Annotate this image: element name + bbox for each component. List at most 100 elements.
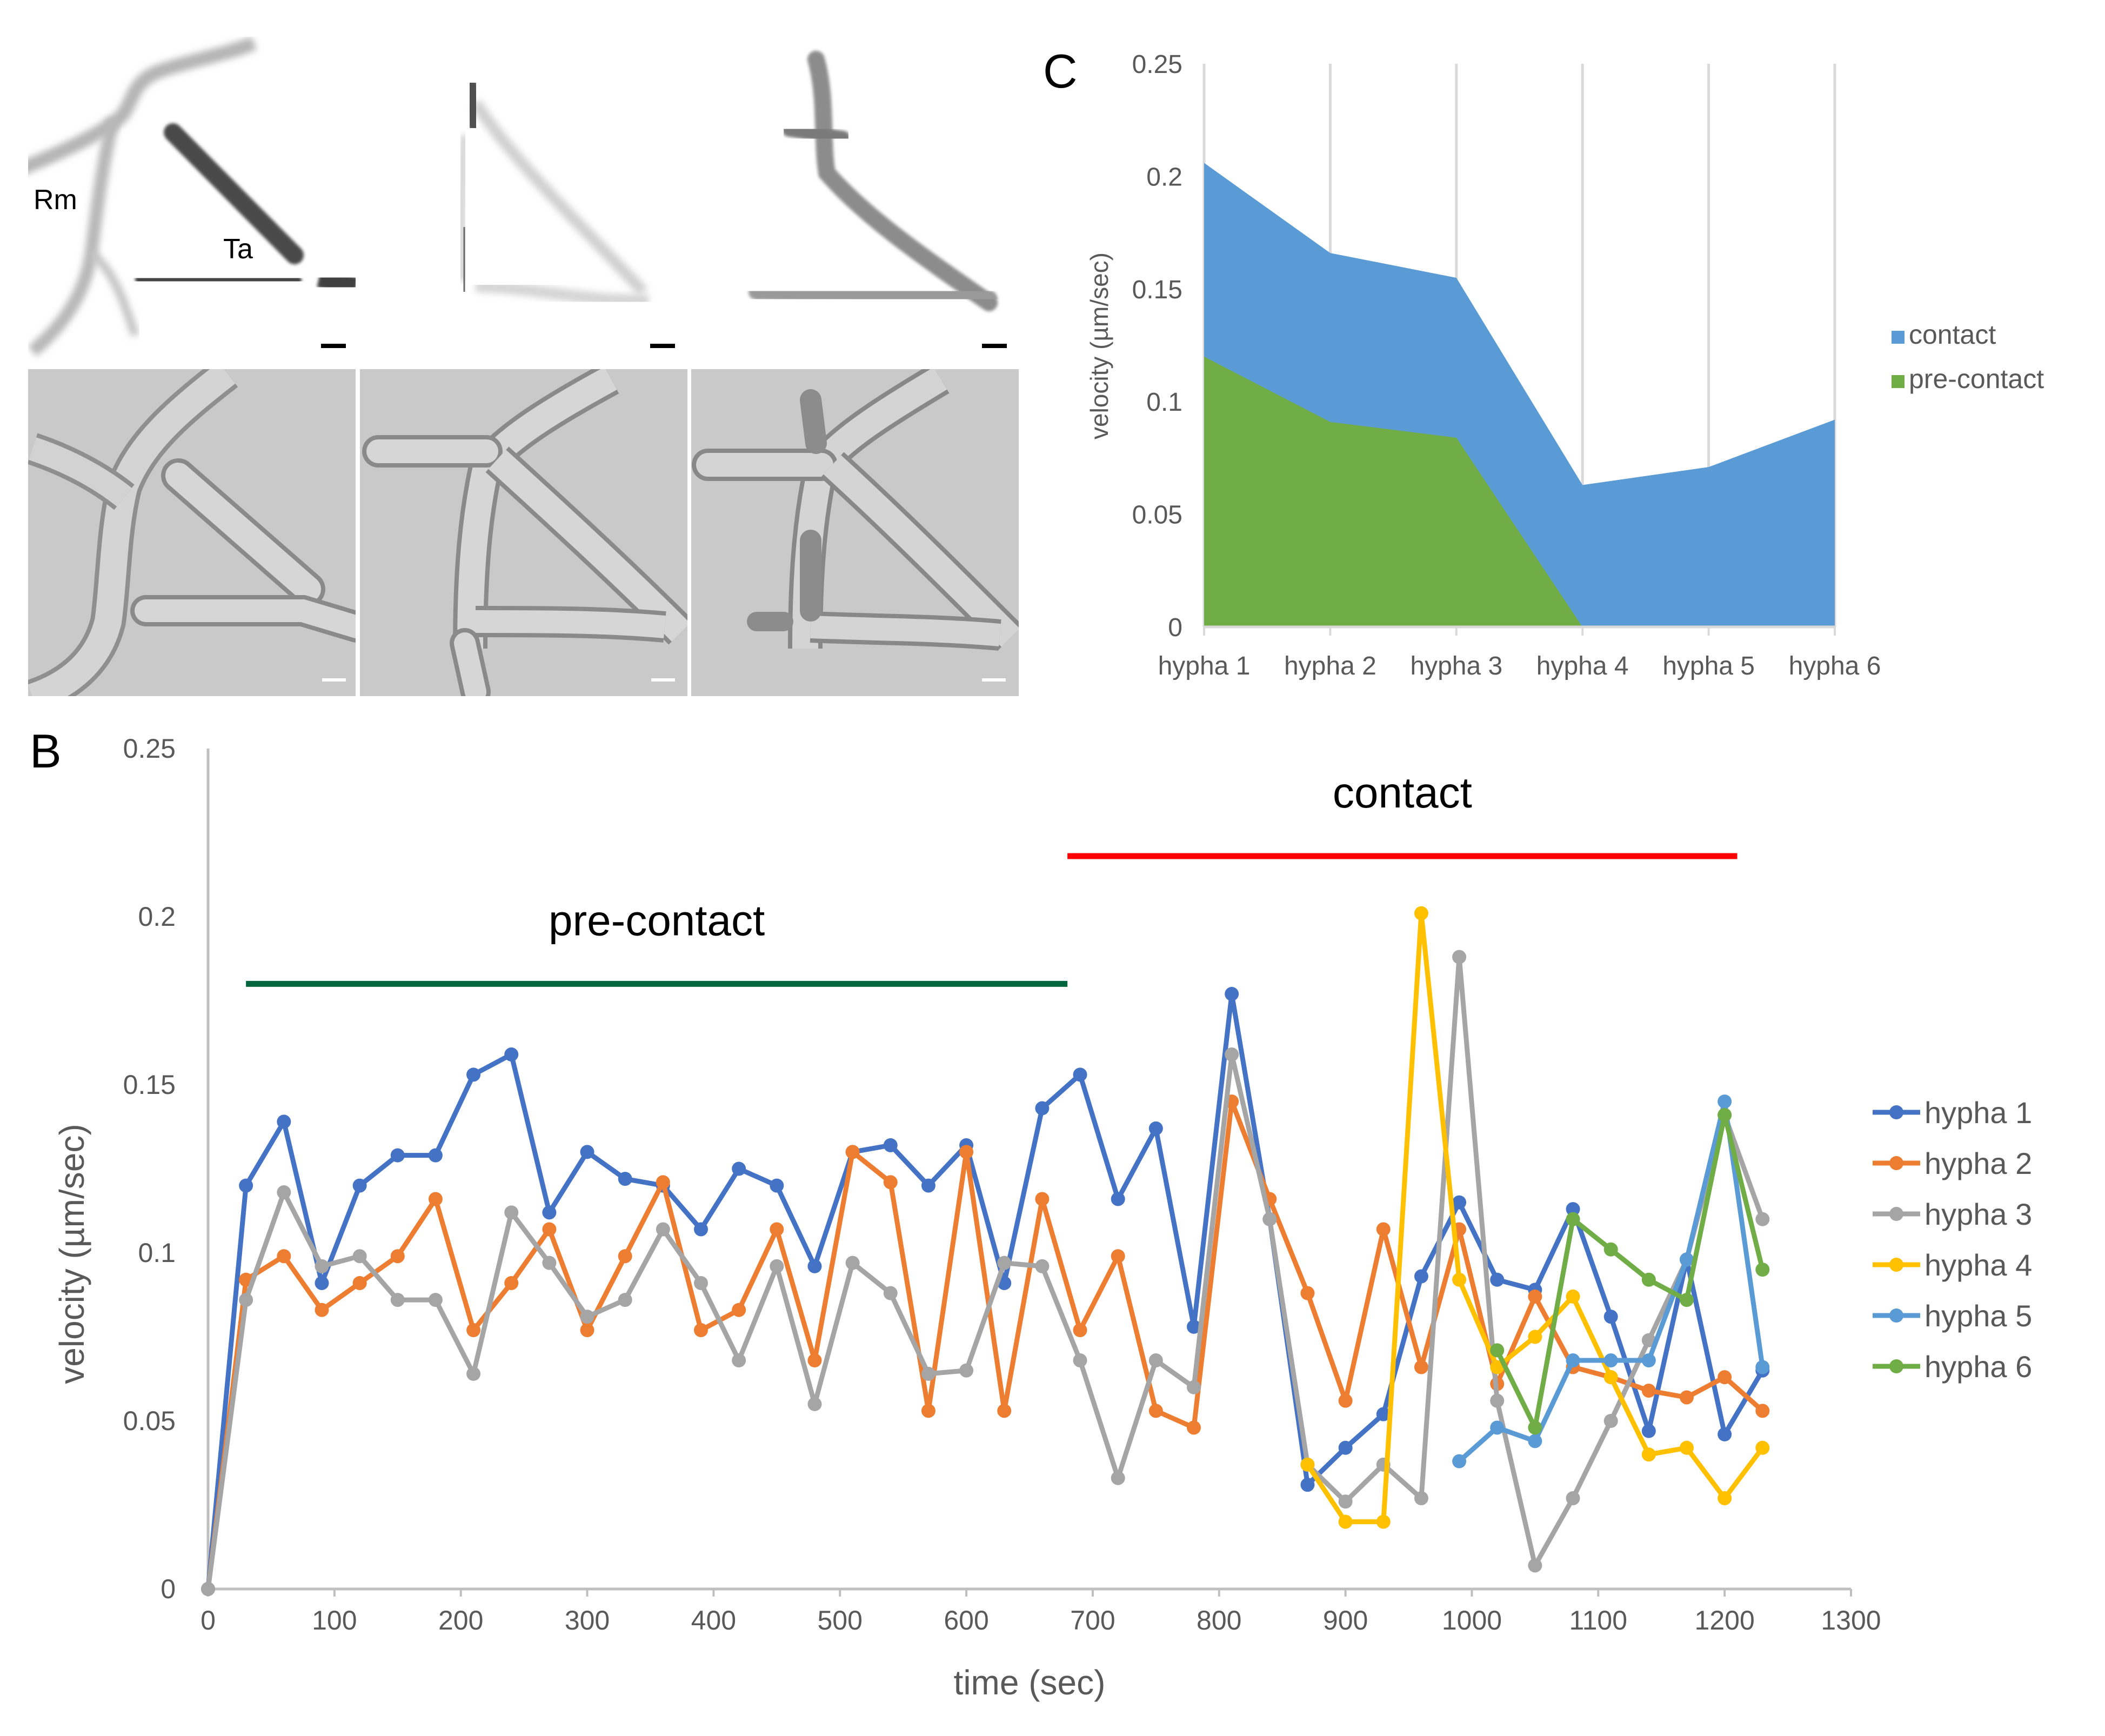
chart-b-x-tick-label: 200 <box>438 1605 483 1635</box>
data-point-hypha-2 <box>997 1404 1012 1418</box>
data-point-hypha-2 <box>390 1249 405 1264</box>
chart-c-y-tick-label: 0.25 <box>1132 50 1182 79</box>
data-point-hypha-3 <box>315 1259 329 1273</box>
data-point-hypha-1 <box>1718 1427 1732 1441</box>
legend-label-contact: contact <box>1909 319 1996 350</box>
data-point-hypha-2 <box>1376 1222 1391 1237</box>
chart-c-y-tick-label: 0 <box>1168 613 1182 642</box>
chart-c-y-tick-label: 0.2 <box>1146 163 1182 191</box>
data-point-hypha-1 <box>1641 1424 1656 1438</box>
chart-c-x-tick-label: hypha 1 <box>1158 652 1251 680</box>
data-point-hypha-3 <box>201 1582 215 1596</box>
data-point-hypha-1 <box>1490 1272 1505 1287</box>
chart-b-y-tick-labels: 0 0.05 0.1 0.15 0.2 0.25 <box>123 733 176 1604</box>
data-point-hypha-1 <box>1073 1067 1087 1082</box>
data-point-hypha-4 <box>1490 1360 1505 1374</box>
data-point-hypha-3 <box>921 1366 935 1381</box>
legend-label-hypha-2: hypha 2 <box>1924 1146 2032 1180</box>
data-point-hypha-5 <box>1641 1353 1656 1368</box>
data-point-hypha-2 <box>466 1323 481 1338</box>
series-line-hypha-2 <box>205 1099 1765 1592</box>
data-point-hypha-5 <box>1603 1353 1618 1368</box>
chart-b-y-tick-label: 0.15 <box>123 1070 176 1100</box>
data-point-hypha-1 <box>807 1259 822 1273</box>
data-point-hypha-6 <box>1490 1343 1505 1358</box>
data-point-hypha-1 <box>1338 1440 1353 1455</box>
data-point-hypha-3 <box>1414 1491 1428 1506</box>
data-point-hypha-1 <box>618 1172 632 1186</box>
data-point-hypha-3 <box>1225 1047 1239 1062</box>
data-point-hypha-1 <box>1225 987 1239 1001</box>
series-hypha-4 <box>1300 906 1770 1529</box>
data-point-hypha-1 <box>239 1178 253 1193</box>
data-point-hypha-3 <box>1452 950 1467 964</box>
chart-b-annotations: pre-contact contact <box>246 769 1738 987</box>
data-point-hypha-5 <box>1528 1434 1542 1448</box>
chart-c-x-tick-labels: hypha 1 hypha 2 hypha 3 hypha 4 hypha 5 hypha… <box>1158 652 1881 680</box>
data-point-hypha-1 <box>1148 1121 1163 1136</box>
brightfield-image-2 <box>360 369 687 696</box>
data-point-hypha-1 <box>1035 1101 1050 1116</box>
chart-b-y-tick-label: 0.2 <box>138 902 176 932</box>
chart-b-x-tick-label: 800 <box>1197 1605 1241 1635</box>
data-point-hypha-3 <box>352 1249 367 1264</box>
data-point-hypha-5 <box>1566 1353 1580 1368</box>
data-point-hypha-2 <box>1718 1370 1732 1385</box>
data-point-hypha-4 <box>1755 1440 1770 1455</box>
chart-b-y-tick-label: 0.05 <box>123 1406 176 1436</box>
brightfield-image-3 <box>691 369 1019 696</box>
data-point-hypha-3 <box>1566 1491 1580 1506</box>
panel-label-c: C <box>1043 44 1078 98</box>
data-point-hypha-1 <box>504 1047 519 1062</box>
label-ta: Ta <box>223 233 253 265</box>
data-point-hypha-2 <box>1528 1289 1542 1304</box>
data-point-hypha-3 <box>239 1293 253 1307</box>
chart-b-x-axis-label: time (sec) <box>954 1663 1106 1702</box>
panel-label-b: B <box>30 724 62 778</box>
chart-c-x-tick-label: hypha 2 <box>1284 652 1376 680</box>
legend-label-hypha-5: hypha 5 <box>1924 1299 2032 1333</box>
chart-b-x-tick-label: 100 <box>312 1605 357 1635</box>
data-point-hypha-2 <box>921 1404 935 1418</box>
series-hypha-6 <box>1490 1107 1770 1435</box>
data-point-hypha-3 <box>504 1205 519 1220</box>
data-point-hypha-2 <box>277 1249 291 1264</box>
data-point-hypha-4 <box>1566 1289 1580 1304</box>
data-point-hypha-2 <box>845 1145 860 1159</box>
chart-b-x-tick-label: 1000 <box>1442 1605 1502 1635</box>
chart-b-axes <box>206 749 1851 1591</box>
data-point-hypha-3 <box>694 1276 708 1290</box>
data-point-hypha-1 <box>466 1067 481 1082</box>
chart-b-x-tick-label: 0 <box>201 1605 216 1635</box>
data-point-hypha-4 <box>1300 1457 1315 1472</box>
chart-c-y-tick-label: 0.05 <box>1132 501 1182 530</box>
data-point-hypha-2 <box>428 1192 443 1206</box>
data-point-hypha-4 <box>1528 1330 1542 1344</box>
data-point-hypha-2 <box>315 1303 329 1317</box>
chart-c-y-tick-labels: 0 0.05 0.1 0.15 0.2 0.25 <box>1132 50 1182 642</box>
fluorescence-image-3 <box>691 37 1019 364</box>
data-point-hypha-1 <box>770 1178 784 1193</box>
data-point-hypha-3 <box>542 1256 557 1270</box>
data-point-hypha-2 <box>1338 1393 1353 1408</box>
fluorescence-image-1: Rm Ta <box>28 37 356 364</box>
chart-c-y-axis-label: velocity (µm/sec) <box>1085 252 1113 439</box>
data-point-hypha-2 <box>1680 1390 1694 1405</box>
data-point-hypha-3 <box>770 1259 784 1273</box>
data-point-hypha-5 <box>1718 1094 1732 1109</box>
chart-c-x-tick-label: hypha 5 <box>1662 652 1755 680</box>
chart-b-y-tick-label: 0.1 <box>138 1238 176 1268</box>
data-point-hypha-3 <box>1262 1212 1277 1226</box>
data-point-hypha-4 <box>1641 1447 1656 1462</box>
data-point-hypha-2 <box>1148 1404 1163 1418</box>
data-point-hypha-3 <box>466 1366 481 1381</box>
legend-label-hypha-6: hypha 6 <box>1924 1350 2032 1384</box>
data-point-hypha-3 <box>883 1286 898 1300</box>
panel-a: A Rm Ta <box>28 37 1019 696</box>
data-point-hypha-1 <box>542 1205 557 1220</box>
data-point-hypha-3 <box>1073 1353 1087 1368</box>
data-point-hypha-3 <box>1755 1212 1770 1226</box>
legend-marker-hypha-1 <box>1889 1105 1903 1119</box>
data-point-hypha-2 <box>1300 1286 1315 1300</box>
